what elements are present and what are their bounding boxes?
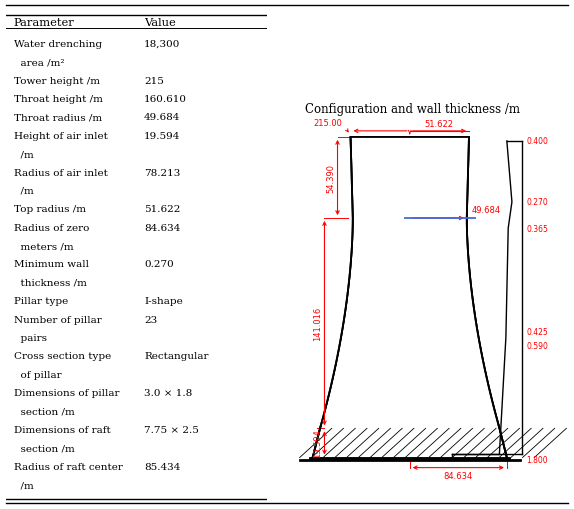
Text: 0.270: 0.270 (526, 198, 548, 207)
Text: 3.0 × 1.8: 3.0 × 1.8 (144, 388, 192, 398)
Text: 1.800: 1.800 (526, 455, 548, 464)
Text: section /m: section /m (14, 443, 74, 453)
Text: 85.434: 85.434 (144, 462, 181, 471)
Text: section /m: section /m (14, 407, 74, 416)
Text: 0.365: 0.365 (526, 224, 548, 233)
Text: 49.684: 49.684 (144, 113, 181, 122)
Text: 23: 23 (144, 315, 157, 324)
Text: 0.400: 0.400 (526, 137, 548, 146)
Text: Rectangular: Rectangular (144, 352, 209, 361)
Text: Throat height /m: Throat height /m (14, 95, 102, 104)
Text: Water drenching: Water drenching (14, 40, 102, 49)
Text: 18,300: 18,300 (144, 40, 181, 49)
Text: 0.270: 0.270 (144, 260, 174, 269)
Text: Dimensions of pillar: Dimensions of pillar (14, 388, 119, 398)
Text: Value: Value (144, 17, 176, 27)
Text: Throat radius /m: Throat radius /m (14, 113, 102, 122)
Text: Parameter: Parameter (14, 17, 74, 27)
Text: Radius of air inlet: Radius of air inlet (14, 168, 107, 177)
Text: 51.622: 51.622 (425, 120, 454, 129)
Text: 84.634: 84.634 (144, 223, 181, 232)
Text: I-shape: I-shape (144, 297, 183, 306)
Text: 7.75 × 2.5: 7.75 × 2.5 (144, 425, 199, 434)
Text: Number of pillar: Number of pillar (14, 315, 102, 324)
Text: Height of air inlet: Height of air inlet (14, 131, 107, 140)
Text: Radius of zero: Radius of zero (14, 223, 89, 232)
Text: 19.594: 19.594 (313, 429, 322, 458)
Text: 78.213: 78.213 (144, 168, 181, 177)
Text: /m: /m (14, 150, 33, 159)
Text: Configuration and wall thickness /m: Configuration and wall thickness /m (305, 103, 520, 116)
Text: of pillar: of pillar (14, 370, 61, 379)
Text: 84.634: 84.634 (444, 471, 473, 479)
Text: /m: /m (14, 187, 33, 195)
Text: Top radius /m: Top radius /m (14, 205, 86, 214)
Polygon shape (320, 137, 499, 429)
Text: 215: 215 (144, 76, 164, 86)
Text: 54.390: 54.390 (326, 164, 335, 192)
Text: Tower height /m: Tower height /m (14, 76, 99, 86)
Text: thickness /m: thickness /m (14, 278, 87, 287)
Text: Radius of raft center: Radius of raft center (14, 462, 122, 471)
Text: 215.00: 215.00 (314, 119, 343, 128)
Text: /m: /m (14, 480, 33, 489)
Text: 49.684: 49.684 (472, 206, 501, 215)
Text: 19.594: 19.594 (144, 131, 181, 140)
Text: pairs: pairs (14, 333, 46, 343)
Text: Dimensions of raft: Dimensions of raft (14, 425, 110, 434)
Text: 51.622: 51.622 (144, 205, 181, 214)
Text: 0.425: 0.425 (526, 328, 548, 336)
Text: Cross section type: Cross section type (14, 352, 111, 361)
Text: 141.016: 141.016 (313, 306, 322, 341)
Text: area /m²: area /m² (14, 58, 64, 67)
Text: meters /m: meters /m (14, 242, 73, 250)
Text: Minimum wall: Minimum wall (14, 260, 88, 269)
Text: Pillar type: Pillar type (14, 297, 68, 306)
Text: 0.590: 0.590 (526, 342, 548, 351)
Text: 160.610: 160.610 (144, 95, 187, 104)
